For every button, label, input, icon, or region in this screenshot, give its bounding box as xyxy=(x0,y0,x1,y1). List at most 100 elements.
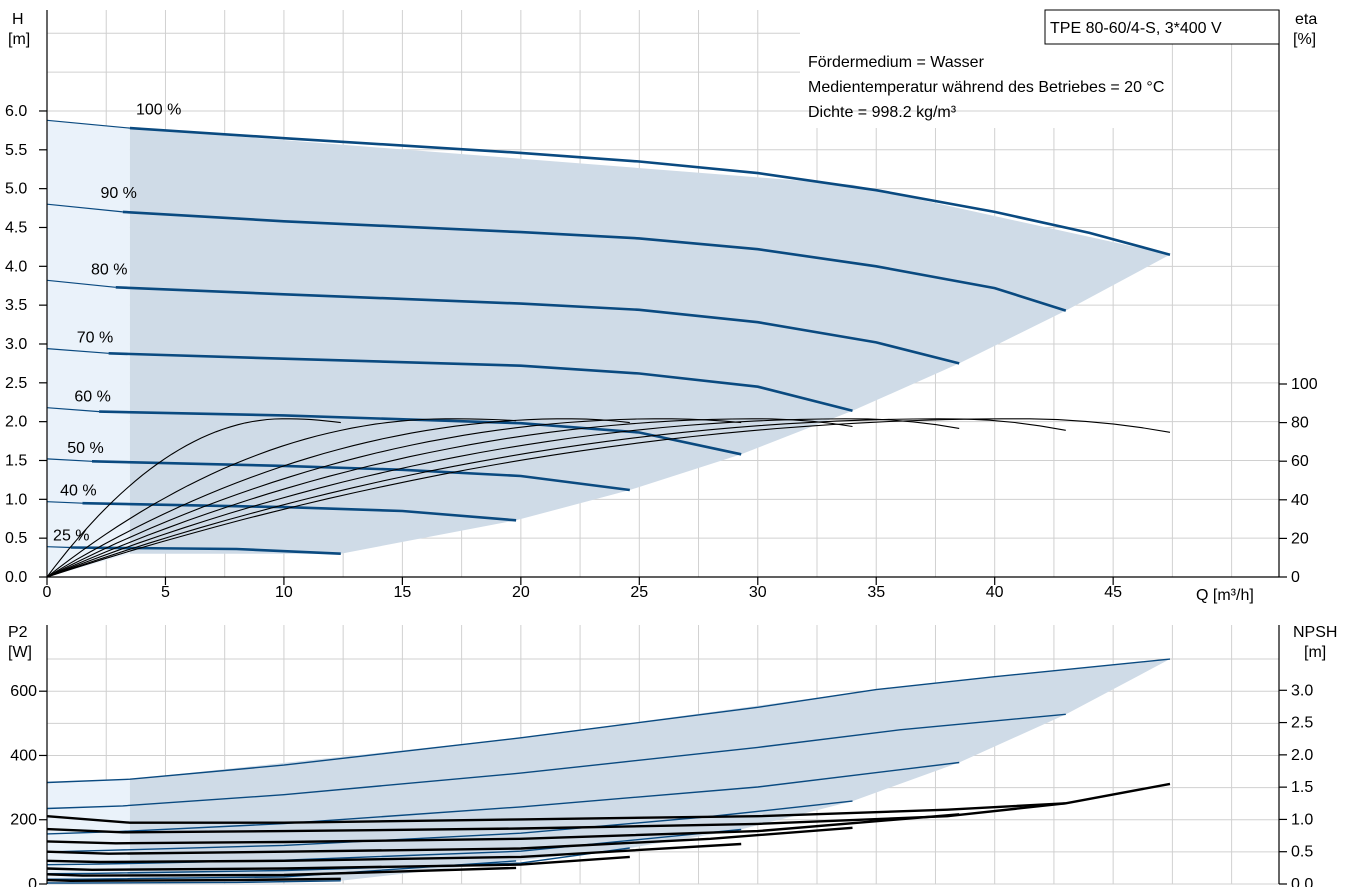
y-tick-label: 4.0 xyxy=(5,258,27,275)
x-tick-label: 0 xyxy=(43,584,52,601)
head-curve xyxy=(115,286,960,365)
info-line-medium: Fördermedium = Wasser xyxy=(808,54,985,71)
speed-label: 40 % xyxy=(60,483,96,500)
head-curve xyxy=(129,126,1171,256)
x-tick-label: 25 xyxy=(630,584,648,601)
bottom-operating-area xyxy=(129,659,1171,883)
y-tick-label: 5.0 xyxy=(5,181,27,198)
y-tick-label: 1.0 xyxy=(5,491,27,508)
x-tick-label: 40 xyxy=(986,584,1004,601)
x-tick-label: 5 xyxy=(161,584,170,601)
npsh-curve xyxy=(46,855,630,872)
bottom-tick-labels: 0 200 400 600 0.0 0.5 1.0 1.5 2.0 2.5 3.0 xyxy=(10,682,1313,887)
npsh-curve xyxy=(46,826,853,855)
x-tick-label: 20 xyxy=(512,584,530,601)
p2-label-line2: [W] xyxy=(8,644,32,661)
npsh-curve xyxy=(46,866,517,877)
y-tick-label: 2.0 xyxy=(5,414,27,431)
power-curve xyxy=(46,713,1066,810)
x-tick-label: 10 xyxy=(275,584,293,601)
speed-label: 90 % xyxy=(100,185,136,202)
efficiency-curve xyxy=(46,418,742,578)
speed-label: 50 % xyxy=(67,440,103,457)
y-tick-label: 3.5 xyxy=(5,297,27,314)
y-tick-label: 0.0 xyxy=(5,569,27,586)
y-tick-label: 6.0 xyxy=(5,103,27,120)
eta-tick-label: 20 xyxy=(1291,530,1309,547)
top-operating-area xyxy=(129,128,1171,554)
head-curve xyxy=(99,410,742,456)
efficiency-curve xyxy=(46,418,960,578)
speed-label: 100 % xyxy=(136,101,181,118)
info-line-temperature: Medientemperatur während des Betriebes =… xyxy=(808,79,1164,96)
p2-label-line1: P2 xyxy=(8,624,28,641)
npsh-curves xyxy=(46,782,1171,883)
x-tick-label: 45 xyxy=(1104,584,1122,601)
npsh-tick-label: 0.5 xyxy=(1291,844,1313,861)
p2-tick-label: 200 xyxy=(10,812,37,829)
head-curve xyxy=(122,210,1067,312)
head-curve-extension xyxy=(46,279,116,288)
speed-label: 25 % xyxy=(53,528,89,545)
npsh-label-line2: [m] xyxy=(1304,644,1326,661)
info-line-density: Dichte = 998.2 kg/m³ xyxy=(808,104,957,121)
power-curve xyxy=(46,847,630,875)
top-tick-labels: 0.0 0.5 1.0 1.5 2.0 2.5 3.0 3.5 4.0 4.5 5.0 5.5 6.0 0… xyxy=(5,103,1318,601)
npsh-curve xyxy=(46,877,341,883)
speed-labels: 100 % 90 % 80 % 70 % 60 % 50 % 40 % 25 % xyxy=(53,101,181,544)
eta-tick-label: 40 xyxy=(1291,492,1309,509)
x-tick-label: 30 xyxy=(749,584,767,601)
head-curve-extension xyxy=(46,348,109,354)
power-curve xyxy=(46,658,1171,784)
p2-tick-label: 600 xyxy=(10,683,37,700)
y-left-label-line1: H xyxy=(12,11,24,28)
y-tick-label: 5.5 xyxy=(5,142,27,159)
head-curve-extension xyxy=(46,203,123,213)
efficiency-curve xyxy=(46,418,517,578)
head-curves xyxy=(46,119,1171,555)
y-right-label-line1: eta xyxy=(1295,11,1317,28)
y-tick-label: 3.0 xyxy=(5,336,27,353)
speed-label: 80 % xyxy=(91,261,127,278)
efficiency-curve xyxy=(46,418,853,578)
y-tick-label: 0.5 xyxy=(5,530,27,547)
y-tick-label: 4.5 xyxy=(5,219,27,236)
p2-tick-label: 0 xyxy=(28,876,37,887)
efficiency-curve xyxy=(46,418,630,578)
power-npsh-chart: 0 200 400 600 0.0 0.5 1.0 1.5 2.0 2.5 3.0 P2 [W] N… xyxy=(8,624,1337,887)
x-tick-label: 35 xyxy=(867,584,885,601)
efficiency-curve xyxy=(46,418,341,578)
npsh-tick-label: 0.0 xyxy=(1291,876,1313,887)
top-axes xyxy=(46,10,1280,578)
npsh-tick-label: 1.5 xyxy=(1291,779,1313,796)
efficiency-curve xyxy=(46,418,1066,578)
chart-title: TPE 80-60/4-S, 3*400 V xyxy=(1050,20,1222,37)
y-tick-label: 1.5 xyxy=(5,452,27,469)
head-curve xyxy=(91,460,630,492)
y-right-label-line2: [%] xyxy=(1293,31,1316,48)
speed-label: 70 % xyxy=(77,330,113,347)
head-curve xyxy=(108,352,853,413)
eta-tick-label: 100 xyxy=(1291,376,1318,393)
head-curve-extension xyxy=(46,501,83,504)
head-curve-extension xyxy=(46,407,100,413)
npsh-tick-label: 3.0 xyxy=(1291,682,1313,699)
eta-tick-label: 60 xyxy=(1291,453,1309,470)
npsh-label-line1: NPSH xyxy=(1293,624,1337,641)
title-box xyxy=(1044,9,1280,45)
head-efficiency-chart: 0.0 0.5 1.0 1.5 2.0 2.5 3.0 3.5 4.0 4.5 5.0 5.5 6.0 0… xyxy=(5,9,1318,604)
head-curve-extension xyxy=(46,546,71,549)
y-tick-label: 2.5 xyxy=(5,375,27,392)
npsh-tick-label: 2.0 xyxy=(1291,747,1313,764)
efficiency-curves xyxy=(46,418,1171,578)
speed-label: 60 % xyxy=(74,389,110,406)
head-curve-extension xyxy=(46,458,93,462)
npsh-tick-label: 2.5 xyxy=(1291,715,1313,732)
power-curve xyxy=(47,860,517,880)
x-tick-label: 15 xyxy=(393,584,411,601)
y-left-label-line2: [m] xyxy=(8,31,30,48)
npsh-curve xyxy=(46,813,960,845)
x-axis-label: Q [m³/h] xyxy=(1196,587,1254,604)
efficiency-curve xyxy=(46,418,1171,578)
